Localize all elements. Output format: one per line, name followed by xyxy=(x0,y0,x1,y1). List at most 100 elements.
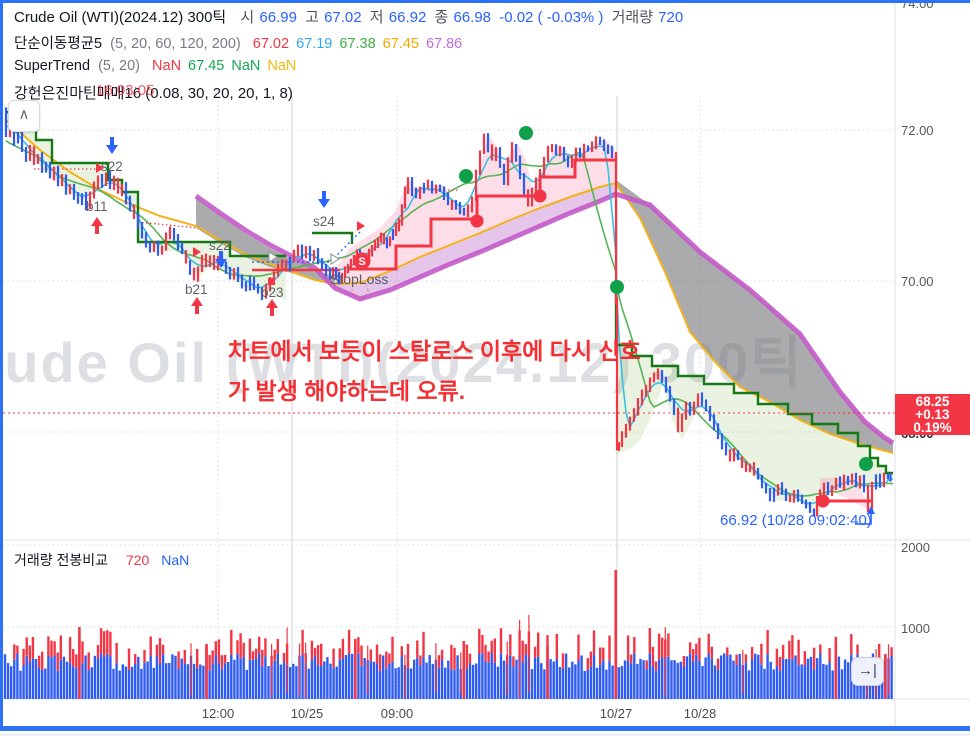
stoploss-label: StopLoss xyxy=(330,271,389,287)
symbol-title[interactable]: Crude Oil (WTI)(2024.12) 300틱 xyxy=(14,9,227,26)
badge-price: 68.25 xyxy=(915,394,950,409)
high-value: 67.02 xyxy=(324,9,362,26)
buy-arrow-icon xyxy=(91,217,103,234)
red-signal-dot xyxy=(816,494,830,508)
window-border-under xyxy=(0,733,970,736)
volume-pane xyxy=(3,570,893,699)
legend-value: NaN xyxy=(231,58,261,74)
low-value: 66.92 xyxy=(388,9,427,26)
volume-label: 거래량 xyxy=(611,9,653,26)
supertrend-params: (5, 20) xyxy=(98,58,140,74)
go-to-realtime-button[interactable]: →| xyxy=(851,657,884,686)
green-signal-dot xyxy=(610,280,624,294)
red-signal-dot xyxy=(533,189,547,203)
price-label: 70.00 xyxy=(901,274,934,289)
supertrend-values: NaN 67.45 NaN NaN xyxy=(152,58,303,74)
error-note: 차트에서 보듯이 스탑로스 이후에 다시 신호 가 발생 해야하는데 오류. xyxy=(228,331,688,411)
callout-connector xyxy=(855,513,872,525)
hollow-triangle-icon xyxy=(268,250,279,264)
blue-dashed-line xyxy=(333,231,361,259)
legend-value: 67.02 xyxy=(252,36,290,52)
ma-120-line xyxy=(5,119,894,454)
error-note-line1: 차트에서 보듯이 스탑로스 이후에 다시 신호 xyxy=(228,338,641,364)
volume-scale-label: 1000 xyxy=(901,621,930,636)
badge-percent: 0.19% xyxy=(913,420,952,435)
symbol-watermark: Crude Oil (WTI)(2024.12) 300틱 xyxy=(0,331,804,394)
martin-overlay-text: 16:03:05 xyxy=(96,82,155,99)
stoploss-ghost-circle xyxy=(351,281,369,299)
signal-label: s22 xyxy=(209,238,231,253)
signal-label: b21 xyxy=(185,282,208,297)
window-border-left xyxy=(0,0,3,731)
close-value: 66.98 xyxy=(453,9,492,26)
legend-value: 67.45 xyxy=(382,36,419,52)
legend-value: NaN xyxy=(267,58,297,74)
volume-value: 720 xyxy=(658,9,684,26)
legend-value: 67.19 xyxy=(296,36,333,52)
price-label: 72.00 xyxy=(901,123,934,138)
sell-arrow-icon xyxy=(106,137,118,154)
green-signal-dot xyxy=(519,126,533,140)
legend-value: 67.86 xyxy=(425,36,463,52)
legend-row-sma: 단순이동평균5 (5, 20, 60, 120, 200) 67.02 67.19… xyxy=(14,32,473,53)
supertrend-name[interactable]: SuperTrend xyxy=(14,58,91,74)
current-price-badge: 68.25 +0.13 0.19% xyxy=(895,394,970,435)
hollow-triangle-icon xyxy=(330,252,341,266)
legend-row-martin: 강헌은진마틴매매16 (0.08, 30, 20, 20, 1, 8) xyxy=(14,82,297,103)
buy-arrow-icon xyxy=(266,299,278,316)
volume-indicator-name[interactable]: 거래량 전봉비교 xyxy=(14,552,109,568)
main-pane: S xyxy=(3,107,895,525)
volume-pane-legend: 거래량 전봉비교 720 NaN xyxy=(14,550,189,570)
volume-value-red: 720 xyxy=(125,552,150,568)
sma-params: (5, 20, 60, 120, 200) xyxy=(110,36,241,52)
window-scrollbar[interactable] xyxy=(0,726,970,731)
supertrend-step-2 xyxy=(614,290,893,475)
low-label: 저 xyxy=(369,9,384,26)
sell-arrow-icon xyxy=(318,191,330,208)
close-label: 종 xyxy=(434,9,449,26)
callout-arrowhead-icon xyxy=(867,506,875,514)
sma-values: 67.02 67.19 67.38 67.45 67.86 xyxy=(253,36,469,52)
trail-stop-line-1 xyxy=(349,158,616,271)
time-label: 09:00 xyxy=(380,706,414,721)
signal-label: s22 xyxy=(101,159,123,174)
change-value: -0.02 ( -0.03% ) xyxy=(499,9,604,26)
supertrend-step-s24 xyxy=(312,231,354,244)
supertrend-up-fill-2 xyxy=(616,290,893,518)
volume-scale-label: 2000 xyxy=(901,540,930,555)
entry-triangle-icon xyxy=(193,247,201,257)
time-label: 12:00 xyxy=(201,706,235,721)
legend-value: 67.38 xyxy=(339,36,376,52)
ma-cloud-2 xyxy=(616,180,893,453)
go-to-realtime-icon: →| xyxy=(858,662,877,679)
signal-label: b23 xyxy=(261,285,284,300)
red-square-marker xyxy=(268,278,275,285)
open-value: 66.99 xyxy=(259,9,297,26)
buy-arrow-icon xyxy=(191,297,203,314)
legend-value: 67.45 xyxy=(188,58,225,74)
ma-20-line xyxy=(5,125,894,505)
stoploss-s-glyph: S xyxy=(358,256,365,268)
chevron-up-icon: ∧ xyxy=(18,106,30,123)
volume-value-nan: NaN xyxy=(161,552,190,568)
high-label: 고 xyxy=(305,9,319,26)
signal-label: s24 xyxy=(313,214,335,229)
stoploss-circle-icon xyxy=(353,252,371,270)
time-label: 10/27 xyxy=(599,706,633,721)
chevron-up-button[interactable]: ∧ xyxy=(8,100,40,132)
price-label: 74.00 xyxy=(901,0,934,11)
candles xyxy=(4,107,892,517)
low-price-callout: 66.92 (10/28 09:02:40) xyxy=(720,512,872,529)
entry-triangle-icon xyxy=(96,163,104,173)
entry-triangle-icon xyxy=(357,221,365,231)
window-border-top xyxy=(0,0,970,3)
badge-change: +0.13 xyxy=(915,407,950,422)
martin-name[interactable]: 강헌은진마틴매매16 (0.08, 30, 20, 20, 1, 8) xyxy=(14,85,293,102)
legend-value: NaN xyxy=(152,58,182,74)
error-note-line2: 가 발생 해야하는데 오류. xyxy=(228,378,466,404)
sma-name[interactable]: 단순이동평균5 xyxy=(14,36,103,52)
legend-row-supertrend: SuperTrend (5, 20) NaN 67.45 NaN NaN xyxy=(14,58,307,74)
time-label: 10/28 xyxy=(683,706,717,721)
